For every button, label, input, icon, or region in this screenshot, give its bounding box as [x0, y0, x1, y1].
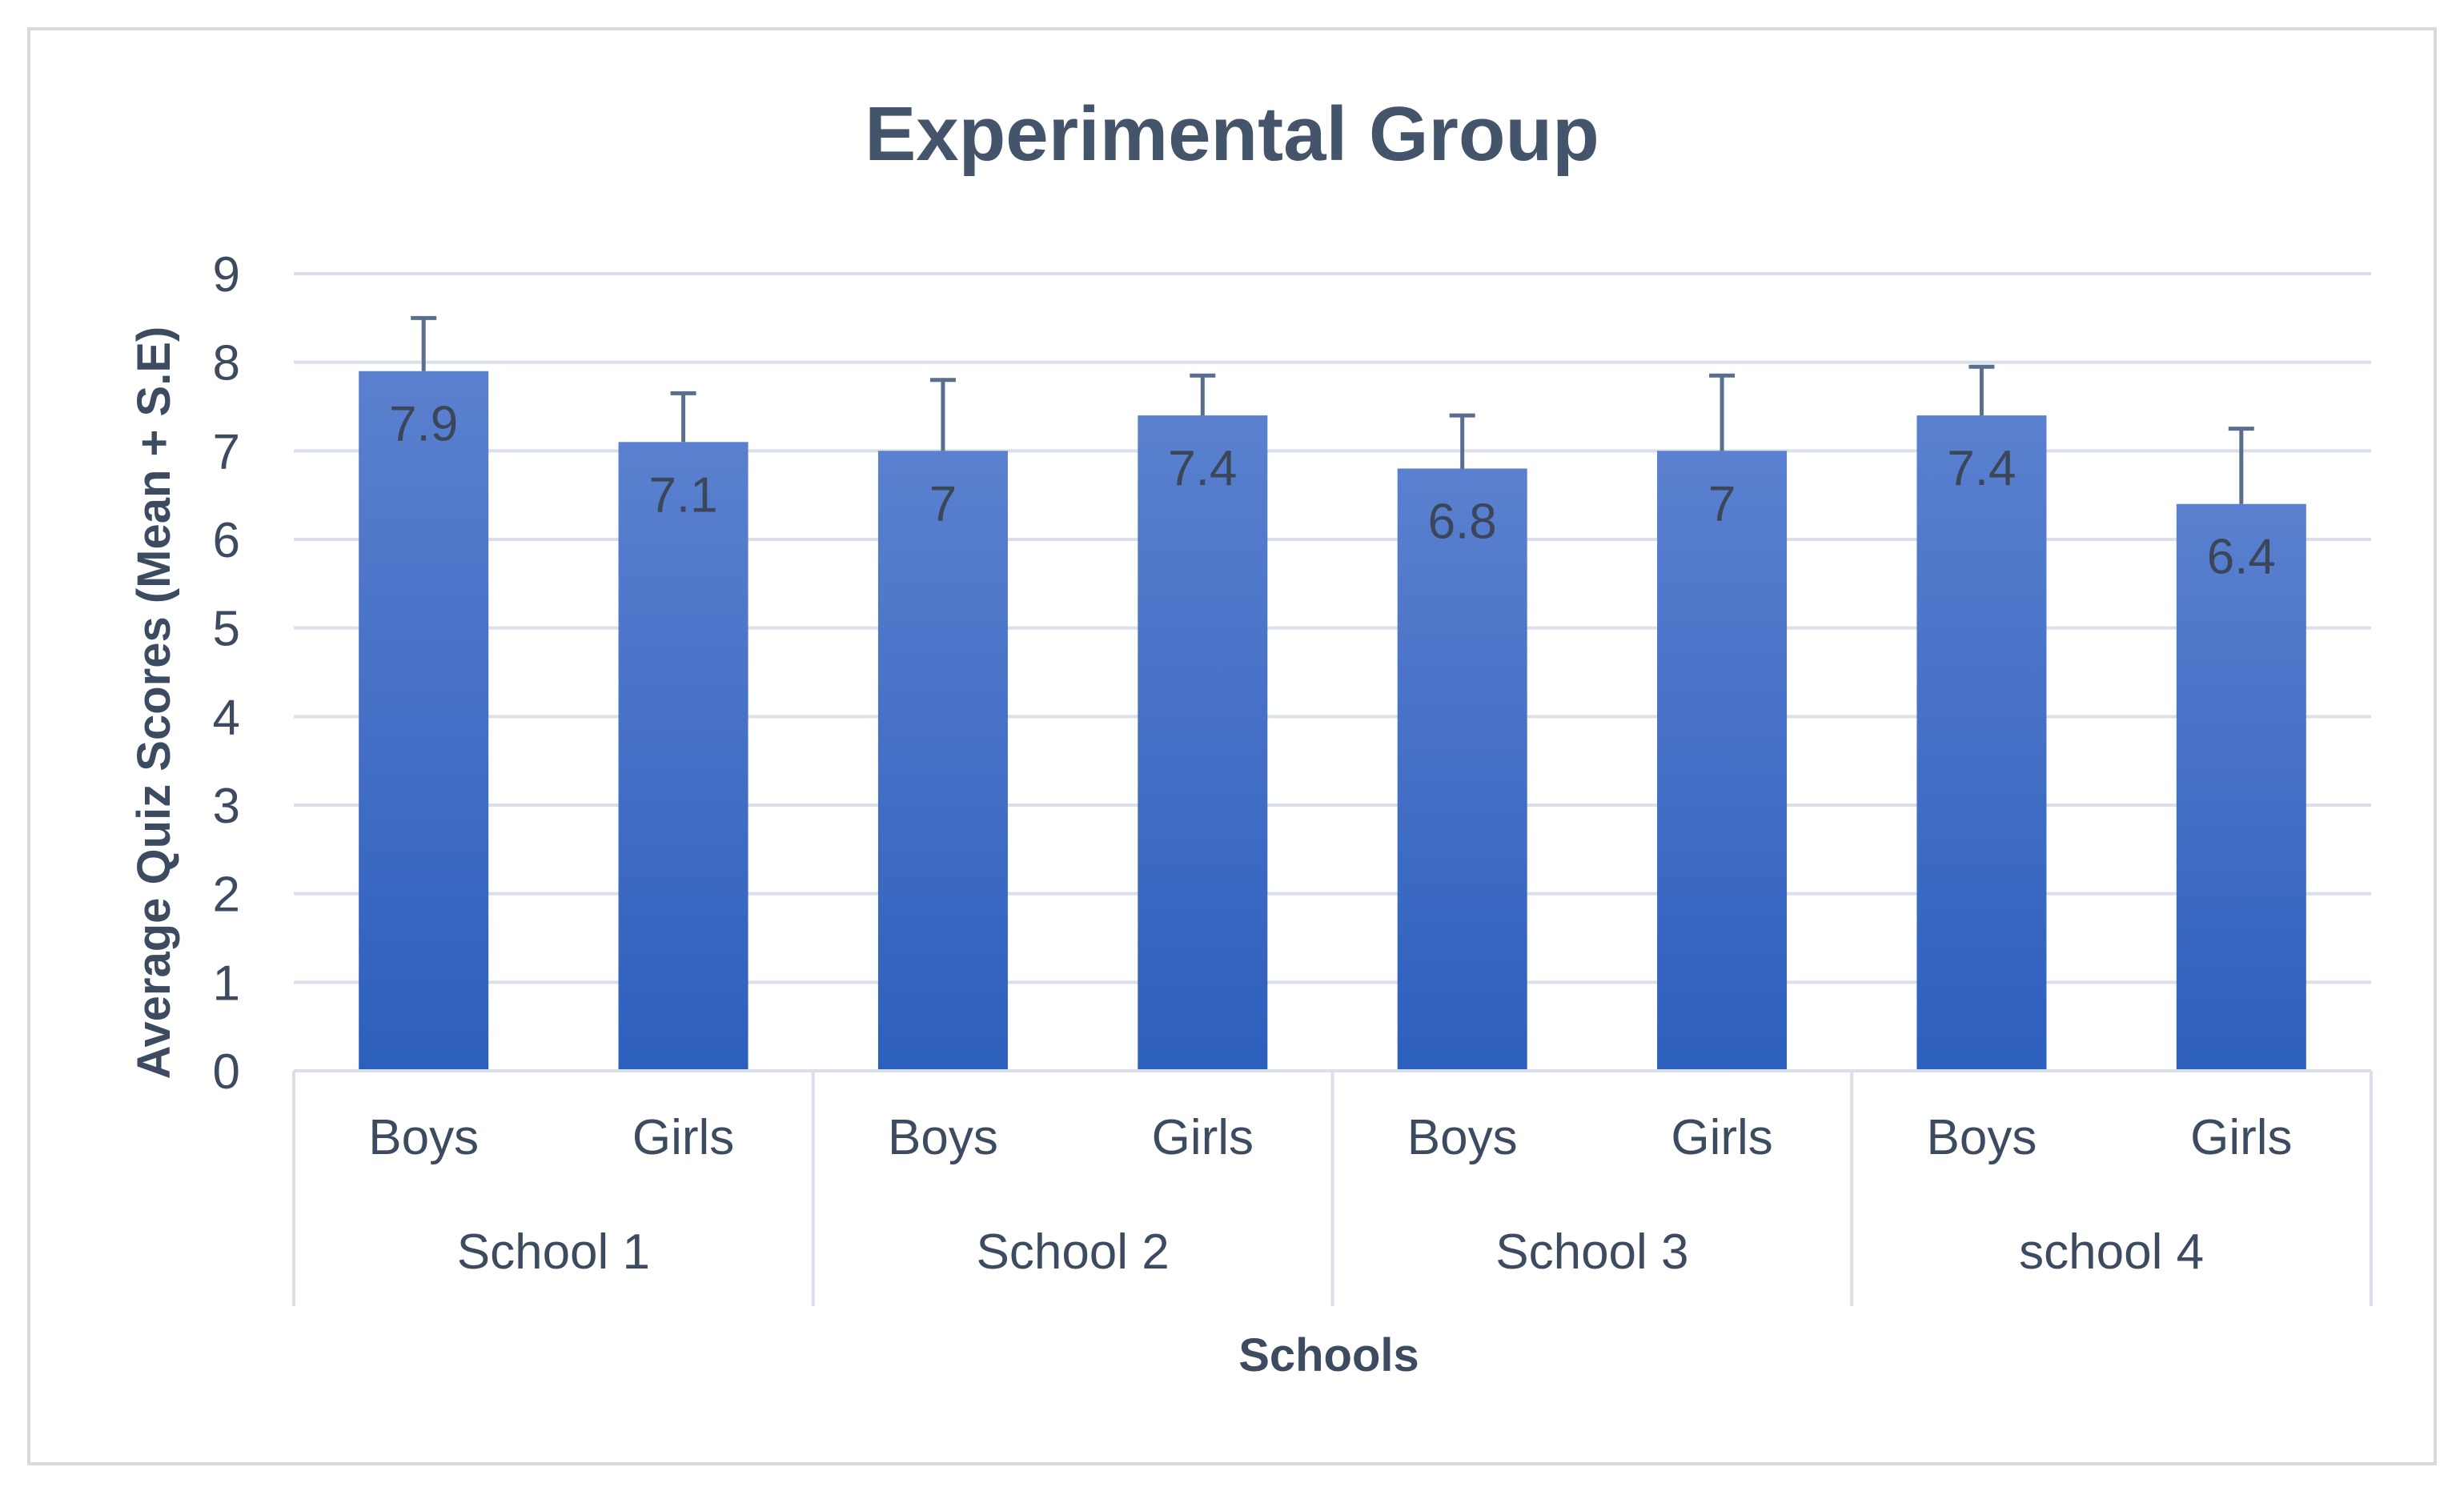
x-category-label: Girls	[1671, 1110, 1772, 1165]
y-tick-label: 2	[213, 868, 240, 923]
data-label: 7.9	[389, 397, 458, 452]
y-axis-title: Average Quiz Scores (Mean + S.E)	[128, 327, 180, 1080]
data-label: 7	[929, 476, 957, 531]
chart-title: Experimental Group	[865, 91, 1599, 177]
x-category-label: Girls	[1152, 1110, 1254, 1165]
x-category-label: Boys	[368, 1110, 479, 1165]
x-category-label: Girls	[2190, 1110, 2292, 1165]
bar	[1916, 415, 2047, 1071]
data-label: 7.4	[1947, 441, 2016, 496]
axes: 0 1 2 3 4 5 6 7 8 9 Boys Girls School 1 Boys Girls Scho…	[213, 247, 2373, 1306]
data-label: 7.1	[648, 467, 717, 523]
y-tick-label: 5	[213, 602, 240, 657]
bar	[618, 442, 748, 1071]
y-tick-label: 0	[213, 1044, 240, 1100]
y-tick-label: 4	[213, 690, 240, 745]
bars: 7.9 7.1 7 7.4 6.8 7 7.4 6.4	[359, 315, 2306, 1071]
y-tick-label: 9	[213, 247, 240, 303]
data-label: 6.4	[2207, 530, 2276, 585]
bar	[1397, 468, 1527, 1071]
y-tick-label: 8	[213, 336, 240, 391]
bar	[877, 451, 1008, 1071]
x-group-label: School 1	[457, 1224, 650, 1280]
y-tick-label: 3	[213, 779, 240, 834]
data-label: 6.8	[1428, 494, 1497, 549]
x-category-label: Boys	[1407, 1110, 1518, 1165]
bar	[1657, 451, 1788, 1071]
bar	[2176, 503, 2306, 1071]
x-category-label: Boys	[1927, 1110, 2037, 1165]
y-tick-label: 7	[213, 424, 240, 479]
y-tick-label: 1	[213, 956, 240, 1011]
data-label: 7	[1708, 476, 1736, 531]
x-group-label: School 2	[976, 1224, 1169, 1280]
x-category-label: Boys	[888, 1110, 998, 1165]
data-label: 7.4	[1168, 441, 1237, 496]
bar	[359, 371, 489, 1071]
y-tick-label: 6	[213, 513, 240, 568]
x-axis-title: Schools	[1238, 1329, 1419, 1381]
x-group-label: school 4	[2019, 1224, 2204, 1280]
x-category-label: Girls	[632, 1110, 734, 1165]
x-group-label: School 3	[1495, 1224, 1688, 1280]
bar	[1138, 415, 1268, 1071]
